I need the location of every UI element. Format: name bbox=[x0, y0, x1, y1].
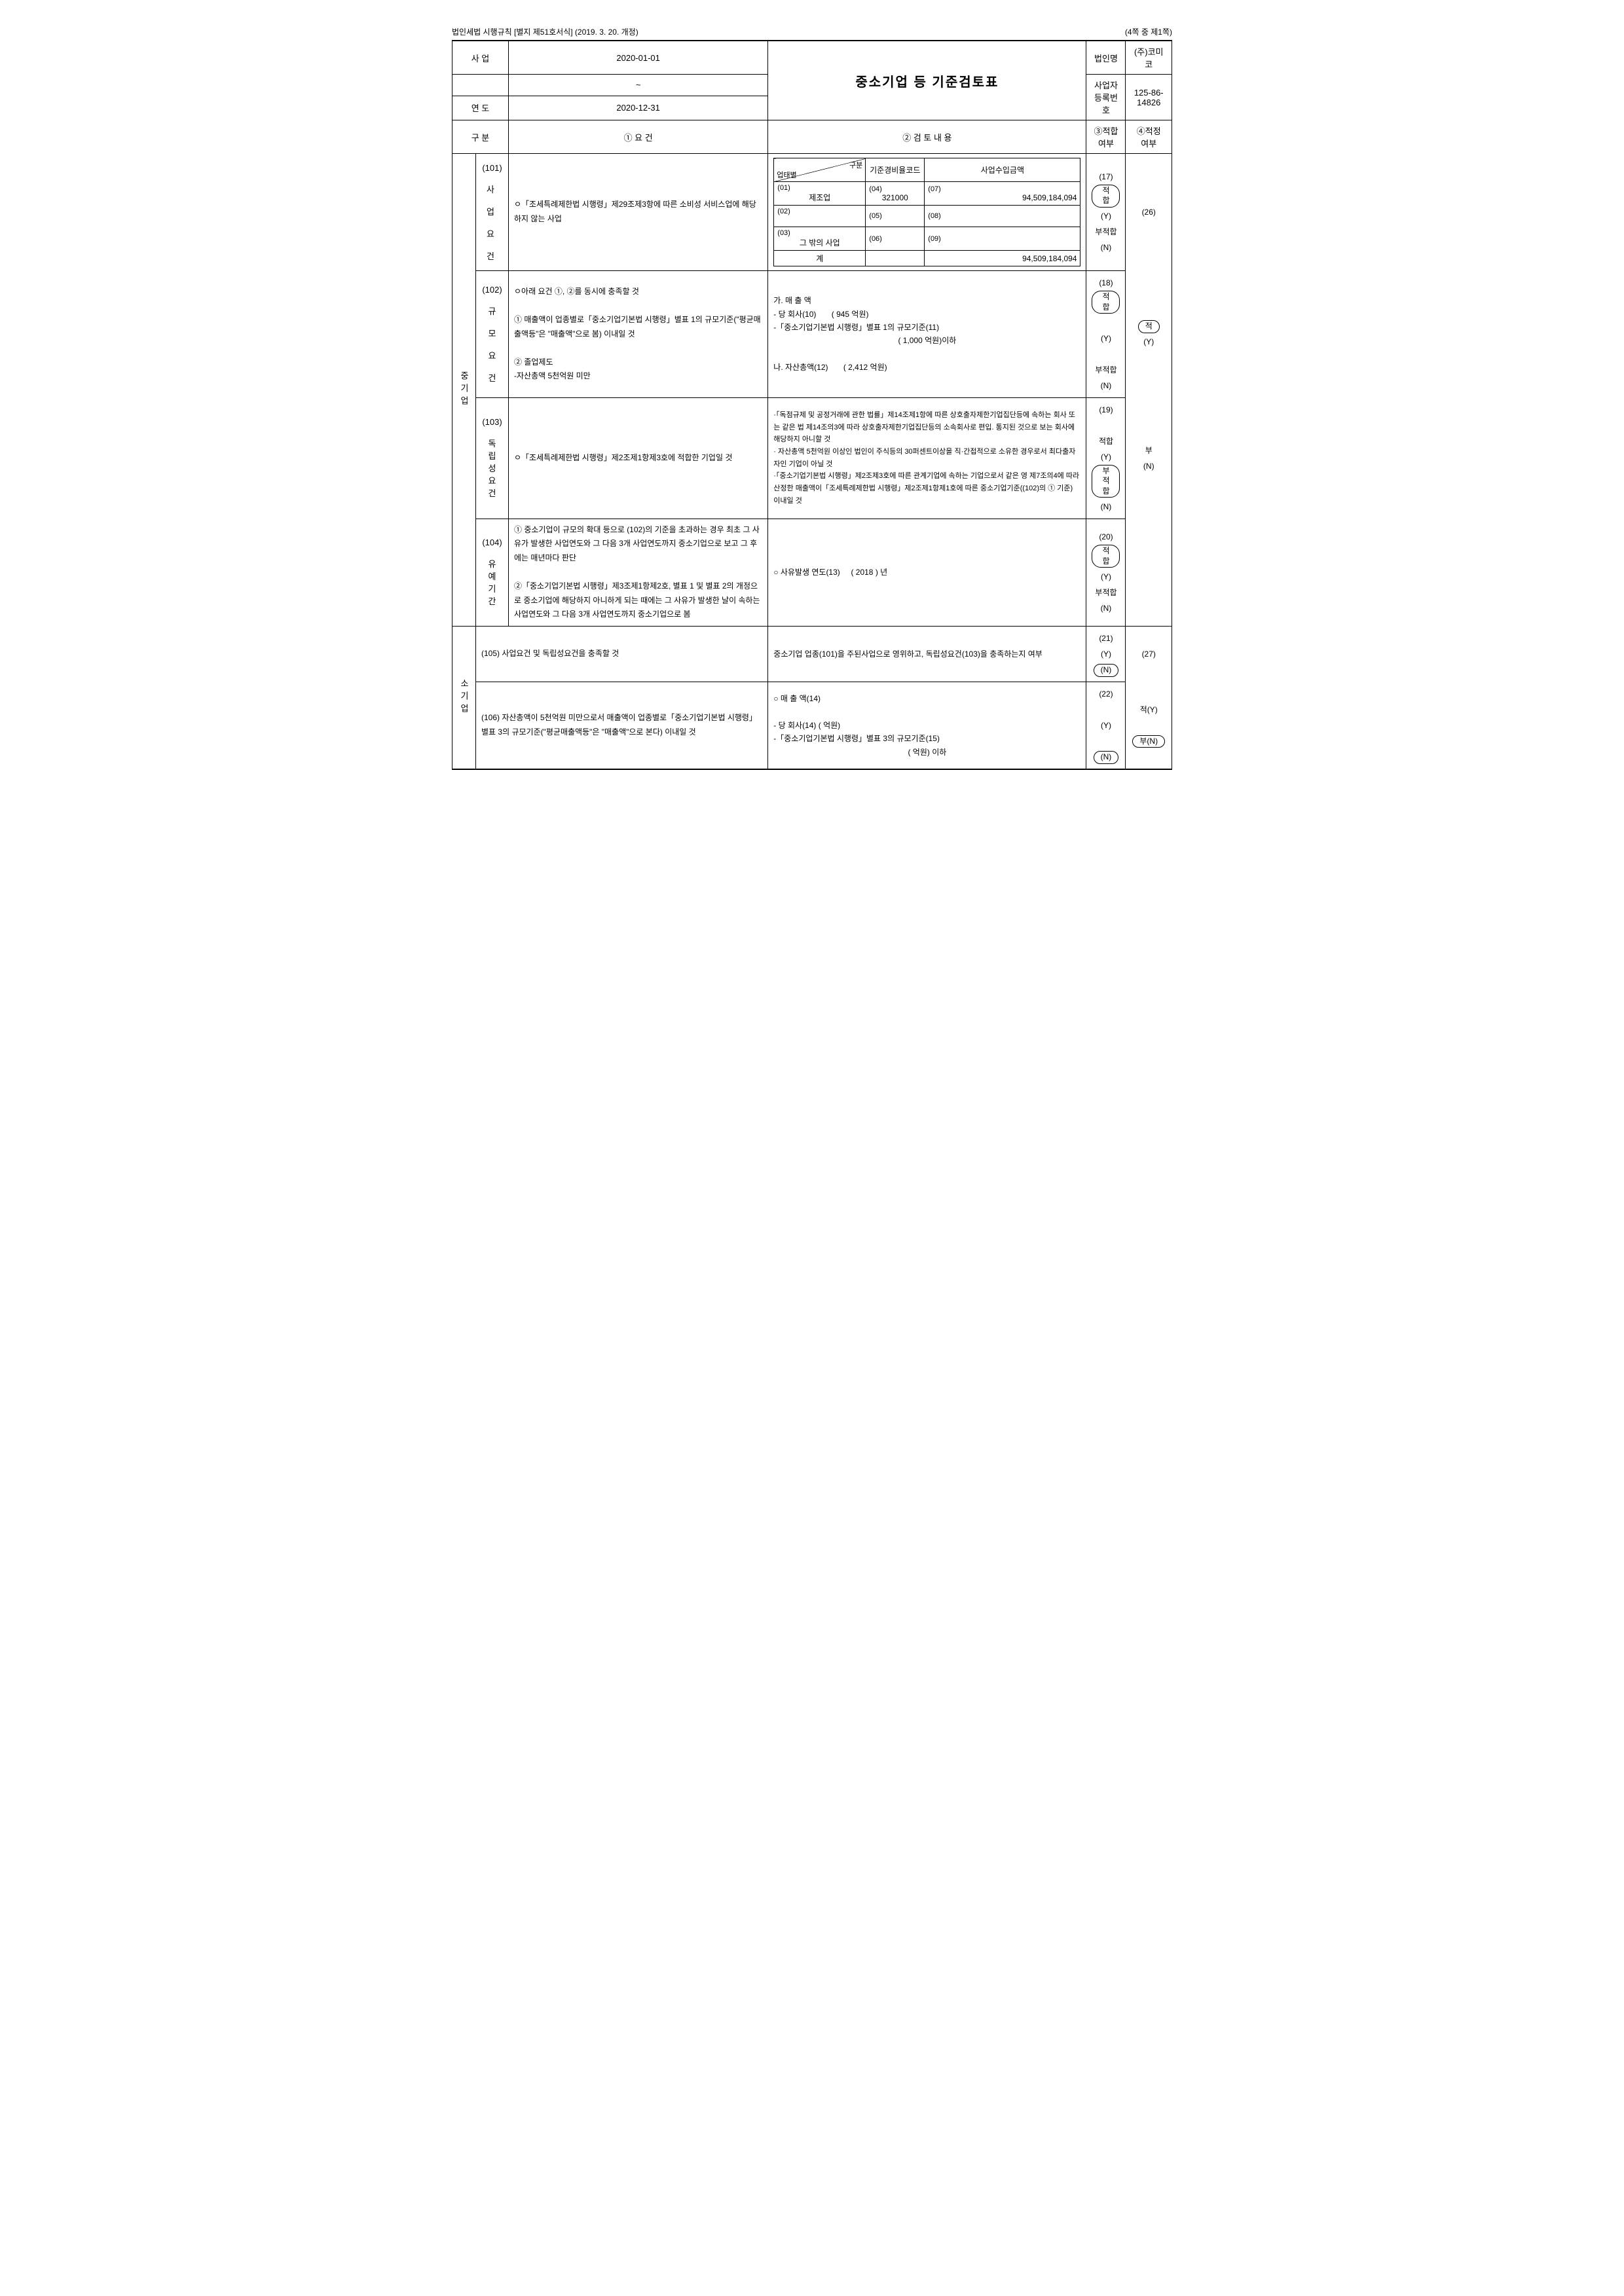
r103-req: ㅇ「조세특례제한법 시행령」제2조제1항제3호에 적합한 기업일 것 bbox=[509, 397, 768, 519]
r102-code: (102) bbox=[481, 285, 503, 295]
r101-proper: (26) bbox=[1126, 154, 1172, 271]
tilde: ~ bbox=[509, 75, 768, 96]
r101-review: 구분업태별 기준경비율코드 사업수입금액 (01)제조업(04)321000(0… bbox=[768, 154, 1086, 271]
r102-review: 가. 매 출 액 - 당 회사(10) ( 945 억원) -「중소기업기본법 … bbox=[768, 271, 1086, 398]
r103-fit: (19) 적합 (Y) 부적합 (N) bbox=[1086, 397, 1126, 519]
main-table: 사 업 2020-01-01 중소기업 등 기준검토표 법인명 (주)코미코 ~… bbox=[452, 40, 1172, 770]
r101-code: (101) bbox=[481, 163, 503, 173]
col-fit: ③적합 여부 bbox=[1086, 120, 1126, 154]
r102-fit: (18) 적합 (Y) 부적합 (N) bbox=[1086, 271, 1126, 398]
reg-no: 125-86-14826 bbox=[1126, 75, 1172, 120]
r103-review: ·「독점규제 및 공정거래에 관한 법률」제14조제1항에 따른 상호출자제한기… bbox=[768, 397, 1086, 519]
col-review: ② 검 토 내 용 bbox=[768, 120, 1086, 154]
form-meta-left: 법인세법 시행규칙 [별지 제51호서식] (2019. 3. 20. 개정) bbox=[452, 26, 638, 37]
r106-fit: (22) (Y) (N) bbox=[1086, 682, 1126, 769]
corp-name-label: 법인명 bbox=[1086, 41, 1126, 75]
col-gubun: 구 분 bbox=[452, 120, 509, 154]
r101-req: ㅇ「조세특례제한법 시행령」제29조제3항에 따른 소비성 서비스업에 해당하지… bbox=[509, 154, 768, 271]
date-to: 2020-12-31 bbox=[509, 96, 768, 120]
r106-review: ○ 매 출 액(14) - 당 회사(14) ( 억원) -「중소기업기본법 시… bbox=[768, 682, 1086, 769]
r105-fit: (21) (Y) (N) bbox=[1086, 626, 1126, 682]
r106-proper: 적(Y) 부(N) bbox=[1126, 682, 1172, 769]
year-label: 연 도 bbox=[452, 96, 509, 120]
small-enterprise-label: 소기업 bbox=[452, 626, 476, 769]
r105-req: (105) 사업요건 및 독립성요건을 충족할 것 bbox=[476, 626, 768, 682]
date-from: 2020-01-01 bbox=[509, 41, 768, 75]
r103-code: (103) bbox=[481, 417, 503, 427]
form-title: 중소기업 등 기준검토표 bbox=[768, 41, 1086, 120]
mid-enterprise-label: 중기업 bbox=[452, 154, 476, 627]
r102-proper: 적 (Y) bbox=[1126, 271, 1172, 398]
r104-review: ○ 사유발생 연도(13) ( 2018 ) 년 bbox=[768, 519, 1086, 626]
r106-req: (106) 자산총액이 5천억원 미만으로서 매출액이 업종별로「중소기업기본법… bbox=[476, 682, 768, 769]
r105-review: 중소기업 업종(101)을 주된사업으로 영위하고, 독립성요건(103)을 충… bbox=[768, 626, 1086, 682]
r105-proper: (27) bbox=[1126, 626, 1172, 682]
r101-fit: (17) 적합 (Y) 부적합 (N) bbox=[1086, 154, 1126, 271]
r102-req: ㅇ아래 요건 ①, ②를 동시에 충족할 것 ① 매출액이 업종별로「중소기업기… bbox=[509, 271, 768, 398]
col-req: ① 요 건 bbox=[509, 120, 768, 154]
form-meta-right: (4쪽 중 제1쪽) bbox=[1125, 26, 1172, 37]
r104-fit: (20) 적합 (Y) 부적합 (N) bbox=[1086, 519, 1126, 626]
corp-name: (주)코미코 bbox=[1126, 41, 1172, 75]
r104-code: (104) bbox=[481, 538, 503, 547]
r103-proper: 부 (N) bbox=[1126, 397, 1172, 519]
col-proper: ④적정 여부 bbox=[1126, 120, 1172, 154]
reg-no-label: 사업자등록번호 bbox=[1086, 75, 1126, 120]
biz-year-label: 사 업 bbox=[452, 41, 509, 75]
r104-req: ① 중소기업이 규모의 확대 등으로 (102)의 기준을 초과하는 경우 최초… bbox=[509, 519, 768, 626]
